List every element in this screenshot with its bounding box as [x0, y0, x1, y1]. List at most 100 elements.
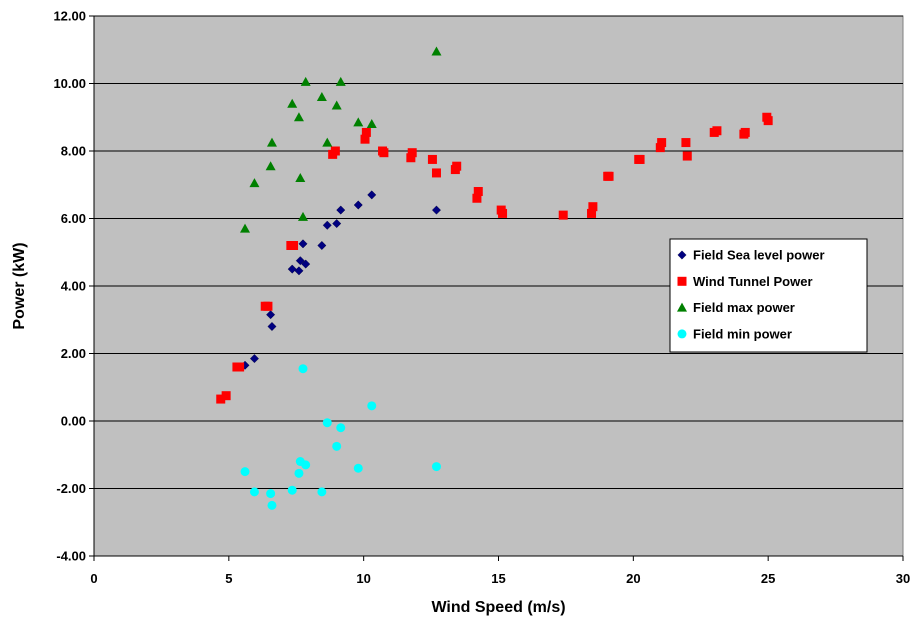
data-point: [263, 301, 273, 311]
data-point: [266, 137, 277, 147]
legend-marker: [677, 302, 687, 312]
data-point: [332, 219, 342, 229]
data-point: [267, 500, 277, 510]
data-point: [316, 92, 327, 101]
data-point: [249, 354, 259, 364]
data-point: [298, 364, 308, 374]
data-point: [297, 211, 308, 221]
x-tick-label: 0: [90, 571, 97, 586]
data-point: [588, 202, 598, 212]
series-field-max-power: [240, 46, 442, 233]
data-point: [240, 223, 251, 233]
axes: -4.00 -2.00 0.00 2.00 4.00 6.00 8.00 10.00 12.00…: [53, 9, 910, 587]
data-point: [431, 462, 441, 472]
data-point: [287, 98, 298, 108]
data-point: [472, 193, 482, 203]
data-point: [266, 489, 276, 499]
data-point: [249, 487, 259, 497]
y-tick-label: 0.00: [61, 414, 86, 429]
data-point: [295, 256, 305, 266]
data-point: [635, 154, 645, 164]
data-point: [361, 127, 371, 137]
data-point: [287, 485, 297, 495]
data-point: [367, 401, 377, 411]
data-point: [604, 171, 614, 181]
data-point: [431, 46, 442, 56]
series-wind-tunnel-power: [216, 112, 773, 404]
x-tick-label: 25: [761, 571, 775, 586]
data-point: [301, 460, 311, 470]
data-point: [657, 138, 667, 148]
y-axis-title: Power (kW): [11, 242, 28, 329]
x-tick-label: 5: [225, 571, 232, 586]
data-point: [317, 487, 327, 497]
data-point: [221, 391, 231, 401]
data-point: [558, 210, 568, 220]
series-field-min-power: [240, 364, 441, 510]
legend-label: Field max power: [693, 300, 795, 315]
data-point: [267, 322, 277, 331]
y-tick-label: 4.00: [61, 279, 86, 294]
x-tick-label: 20: [626, 571, 640, 586]
data-point: [498, 208, 508, 218]
x-tick-label: 15: [491, 571, 505, 586]
data-point: [249, 178, 260, 188]
data-point: [235, 362, 245, 372]
data-point: [295, 173, 306, 182]
data-point: [240, 467, 250, 477]
data-point: [336, 205, 346, 215]
data-point: [353, 463, 363, 473]
data-point: [427, 154, 437, 164]
legend-label: Field Sea level power: [693, 248, 825, 263]
data-point: [330, 146, 340, 156]
data-point: [331, 100, 342, 110]
data-point: [379, 148, 389, 158]
x-axis-title: Wind Speed (m/s): [431, 599, 565, 616]
data-point: [740, 127, 750, 137]
data-point: [366, 119, 377, 128]
data-point: [681, 138, 691, 148]
legend-marker: [677, 276, 687, 286]
y-tick-label: 2.00: [61, 346, 86, 361]
data-point: [287, 264, 297, 274]
data-point: [406, 153, 416, 163]
data-point: [294, 266, 304, 276]
y-tick-label: 8.00: [61, 144, 86, 159]
data-point: [473, 187, 483, 196]
x-tick-label: 10: [356, 571, 370, 586]
data-point: [336, 423, 346, 433]
data-point: [353, 117, 364, 127]
data-point: [360, 134, 370, 144]
data-point: [452, 161, 462, 171]
legend-label: Wind Tunnel Power: [693, 274, 813, 289]
data-point: [289, 241, 299, 250]
data-point: [294, 468, 304, 478]
data-point: [300, 76, 311, 86]
gridlines: [94, 15, 903, 557]
data-point: [265, 161, 276, 171]
data-points: [216, 46, 773, 510]
data-point: [655, 143, 665, 153]
series-field-sea-level-power: [240, 190, 441, 370]
y-tick-label: 10.00: [53, 76, 86, 91]
legend-marker: [677, 250, 687, 260]
y-tick-label: -4.00: [56, 549, 86, 564]
legend-box: [669, 238, 868, 353]
data-point: [301, 259, 311, 269]
data-point: [293, 112, 304, 122]
data-point: [367, 190, 377, 200]
legend: Field Sea level power Wind Tunnel Power Fi…: [669, 238, 868, 353]
data-point: [298, 239, 308, 249]
data-point: [332, 441, 342, 451]
y-tick-label: -2.00: [56, 481, 86, 496]
data-point: [712, 126, 722, 136]
data-point: [353, 200, 363, 210]
data-point: [266, 310, 276, 320]
data-point: [322, 137, 333, 147]
data-point: [431, 168, 441, 178]
data-point: [431, 205, 441, 215]
data-point: [682, 151, 692, 161]
x-tick-label: 30: [896, 571, 910, 586]
